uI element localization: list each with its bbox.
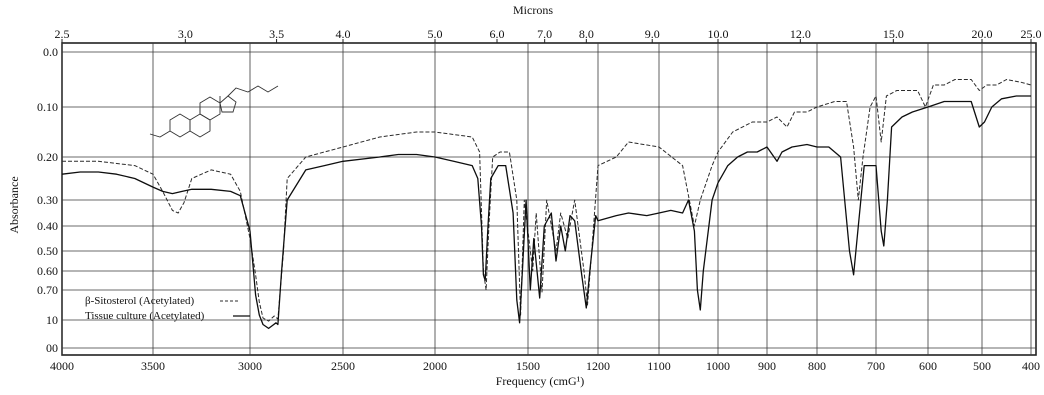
top-tick-label: 6.0: [490, 27, 505, 41]
x-axis-label: Frequency (cmG¹): [496, 374, 585, 388]
y-tick-label: 0.10: [37, 100, 58, 114]
legend: β-Sitosterol (Acetylated) Tissue culture…: [85, 295, 250, 322]
top-tick-label: 3.0: [178, 27, 193, 41]
top-tick-label: 7.0: [537, 27, 552, 41]
x-tick-label: 1200: [586, 359, 610, 373]
plot-frame: [61, 42, 1037, 356]
legend-label-series-1: β-Sitosterol (Acetylated): [85, 295, 194, 307]
x-tick-label: 700: [867, 359, 885, 373]
x-tick-label: 600: [919, 359, 937, 373]
y-tick-label: 0.70: [37, 283, 58, 297]
top-tick-label: 3.5: [269, 27, 284, 41]
y-tick-label: 0.40: [37, 219, 58, 233]
top-tick-label: 25.0: [1021, 27, 1042, 41]
grid-layer: [61, 42, 1037, 356]
y-tick-label: 0.20: [37, 150, 58, 164]
top-axis-label: Microns: [513, 3, 553, 17]
x-tick-label: 400: [1022, 359, 1040, 373]
x-tick-label: 1100: [647, 359, 671, 373]
top-tick-label: 9.0: [645, 27, 660, 41]
x-tick-label: 800: [808, 359, 826, 373]
x-tick-label: 1000: [706, 359, 730, 373]
x-tick-label: 500: [973, 359, 991, 373]
x-tick-label: 3000: [238, 359, 262, 373]
x-tick-label: 1500: [516, 359, 540, 373]
series-layer: [61, 79, 1032, 330]
top-tick-label: 12.0: [790, 27, 811, 41]
y-tick-label: 00: [46, 341, 58, 355]
top-axis-ticks: 2.5 3.0 3.5 4.0 5.0 6.0 7.0 8.0 9.0 10.0 12.0 15.0 2…: [55, 27, 1042, 43]
y-tick-label: 0.50: [37, 244, 58, 258]
x-tick-label: 4000: [50, 359, 74, 373]
top-tick-label: 20.0: [972, 27, 993, 41]
y-tick-label: 0.0: [43, 45, 58, 59]
top-tick-label: 5.0: [428, 27, 443, 41]
x-tick-label: 900: [758, 359, 776, 373]
x-tick-label: 3500: [141, 359, 165, 373]
series-line-2: [61, 95, 1031, 330]
top-tick-label: 8.0: [579, 27, 594, 41]
y-axis-label: Absorbance: [7, 176, 21, 233]
legend-label-series-2: Tissue culture (Acetylated): [85, 310, 205, 322]
y-tick-label: 0.30: [37, 193, 58, 207]
x-tick-label: 2000: [423, 359, 447, 373]
top-tick-label: 4.0: [336, 27, 351, 41]
y-tick-label: 10: [46, 313, 58, 327]
top-tick-label: 10.0: [708, 27, 729, 41]
x-tick-label: 2500: [331, 359, 355, 373]
y-tick-label: 0.60: [37, 264, 58, 278]
bottom-axis-ticks: 4000 3500 3000 2500 2000 1500 1200 1100 1000 900 8…: [50, 359, 1040, 373]
top-tick-label: 15.0: [883, 27, 904, 41]
molecule-structure-drawing: [149, 85, 279, 138]
top-tick-label: 2.5: [55, 27, 70, 41]
y-axis-ticks: 0.0 0.10 0.20 0.30 0.40 0.50 0.60 0.70 10 00: [37, 45, 58, 355]
